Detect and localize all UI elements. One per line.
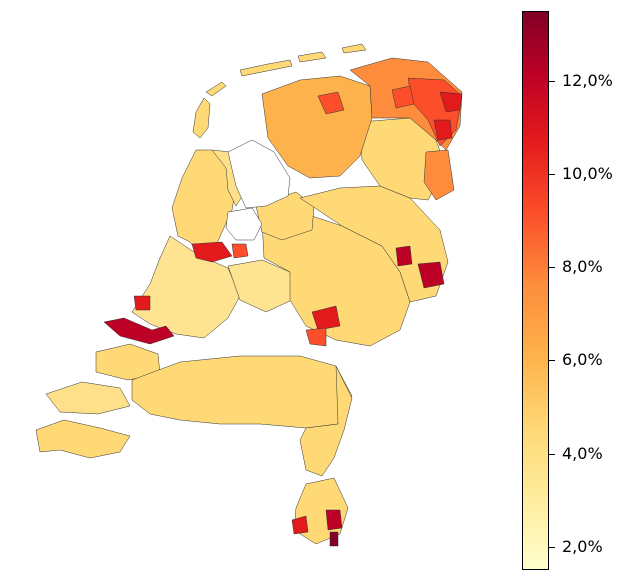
- region-amsterdam: [191, 241, 233, 263]
- colorbar-tick-label: 10,0%: [562, 164, 613, 184]
- colorbar-tick-label: 6,0%: [562, 350, 603, 370]
- region-heerlen: [325, 509, 343, 531]
- region-enschede: [417, 261, 445, 289]
- region-almelo: [395, 245, 413, 267]
- region-zeeland-middle: [45, 381, 131, 415]
- region-zeeuws-vlaanderen: [35, 419, 131, 459]
- region-noord-brabant: [131, 355, 353, 429]
- colorbar-tick: [549, 267, 555, 269]
- colorbar-tick-label: 2,0%: [562, 536, 603, 556]
- netherlands-choropleth-map: [35, 43, 463, 547]
- ijsselmeer-water: [227, 139, 291, 209]
- wadden-ameland: [297, 51, 327, 63]
- colorbar: [522, 11, 549, 570]
- wadden-schiermonnikoog: [341, 43, 367, 54]
- region-kerkrade: [329, 531, 339, 547]
- colorbar-tick: [549, 174, 555, 176]
- region-limburg-north: [299, 365, 353, 477]
- colorbar-tick: [549, 453, 555, 455]
- region-den-haag: [133, 295, 151, 311]
- colorbar-tick-label: 12,0%: [562, 70, 613, 90]
- region-delfzijl: [439, 91, 463, 113]
- region-almere: [231, 243, 249, 259]
- wadden-terschelling: [239, 59, 293, 77]
- region-veendam: [423, 149, 455, 201]
- colorbar-tick: [549, 80, 555, 82]
- colorbar-tick: [549, 546, 555, 548]
- colorbar-tick: [549, 360, 555, 362]
- region-maastricht: [291, 515, 309, 535]
- colorbar-tick-label: 8,0%: [562, 257, 603, 277]
- region-pekela: [433, 119, 453, 141]
- region-rotterdam: [103, 317, 175, 345]
- markermeer-water: [225, 207, 263, 241]
- region-nijmegen: [305, 327, 327, 347]
- region-friesland: [261, 75, 373, 179]
- region-groningen-city: [391, 85, 415, 109]
- region-leeuwarden: [317, 91, 345, 115]
- wadden-vlieland: [205, 81, 227, 97]
- region-zuid-holland: [131, 235, 241, 339]
- wadden-texel: [192, 97, 211, 139]
- region-arnhem: [311, 305, 341, 331]
- colorbar-tick-label: 4,0%: [562, 443, 603, 463]
